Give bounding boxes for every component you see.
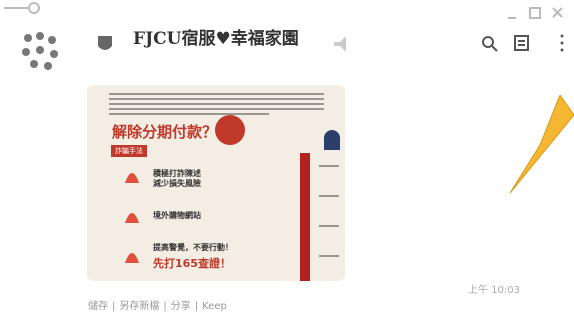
action-link[interactable]: 分享 bbox=[171, 301, 191, 312]
bulb-icons bbox=[117, 163, 147, 273]
item-text: 提高警覺，不要行動！ bbox=[153, 243, 233, 253]
action-link[interactable]: 儲存 bbox=[88, 301, 108, 312]
line-chat-window: {"header": {"title": "FJCU宿服♥幸福家園"}, "me… bbox=[0, 0, 574, 318]
item-text: 減少損失風險 bbox=[153, 179, 201, 189]
image-message[interactable]: 解除分期付款？ 詐騙手法 積極打詐陳述 減少損失風險 境外購物網站 提高警覺，不… bbox=[87, 85, 345, 281]
separator: | bbox=[112, 301, 115, 312]
badge: 詐騙手法 bbox=[111, 145, 147, 157]
chat-title[interactable]: FJCU宿服♥幸福家園 bbox=[133, 30, 323, 49]
action-links: 儲存 | 另存新檔 | 分享 | Keep bbox=[88, 297, 227, 312]
message-time: 上午 10:03 bbox=[468, 281, 520, 296]
action-link[interactable]: 另存新檔 bbox=[119, 301, 159, 312]
action-link[interactable]: Keep bbox=[202, 301, 227, 312]
item-text: 積極打詐陳述 bbox=[153, 169, 201, 179]
separator: | bbox=[163, 301, 166, 312]
separator: | bbox=[195, 301, 198, 312]
pointer-arrow bbox=[500, 95, 574, 195]
item-text: 先打165查證！ bbox=[153, 255, 231, 271]
item-text: 境外購物網站 bbox=[153, 211, 201, 221]
image-headline: 解除分期付款？ bbox=[112, 121, 217, 142]
